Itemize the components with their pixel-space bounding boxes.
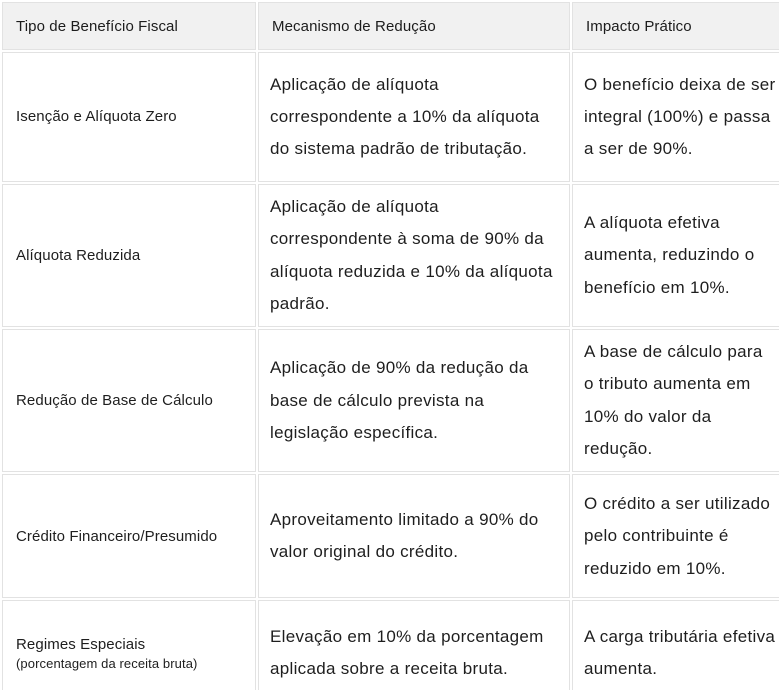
- cell-impacto: A carga tributária efetiva aumenta.: [572, 600, 779, 690]
- cell-tipo: Alíquota Reduzida: [2, 184, 256, 328]
- cell-impacto: A base de cálculo para o tributo aumenta…: [572, 329, 779, 473]
- header-mecanismo-reducao: Mecanismo de Redução: [258, 2, 570, 50]
- cell-tipo: Isenção e Alíquota Zero: [2, 52, 256, 182]
- cell-mecanismo: Aproveitamento limitado a 90% do valor o…: [258, 474, 570, 599]
- table-row-credito-financeiro: Crédito Financeiro/Presumido Aproveitame…: [2, 474, 779, 599]
- header-tipo-beneficio: Tipo de Benefício Fiscal: [2, 2, 256, 50]
- header-row: Tipo de Benefício Fiscal Mecanismo de Re…: [2, 2, 779, 50]
- table-row-reducao-base-calculo: Redução de Base de Cálculo Aplicação de …: [2, 329, 779, 473]
- table-row-aliquota-reduzida: Alíquota Reduzida Aplicação de alíquota …: [2, 184, 779, 328]
- cell-mecanismo: Elevação em 10% da porcentagem aplicada …: [258, 600, 570, 690]
- tipo-main-label: Regimes Especiais: [16, 635, 146, 653]
- cell-mecanismo: Aplicação de alíquota correspondente a 1…: [258, 52, 570, 182]
- cell-tipo: Regimes Especiais (porcentagem da receit…: [2, 600, 256, 690]
- tipo-sub-label: (porcentagem da receita bruta): [16, 656, 198, 672]
- cell-mecanismo: Aplicação de alíquota correspondente à s…: [258, 184, 570, 328]
- table-row-isencao-aliquota-zero: Isenção e Alíquota Zero Aplicação de alí…: [2, 52, 779, 182]
- cell-mecanismo: Aplicação de 90% da redução da base de c…: [258, 329, 570, 473]
- cell-tipo: Crédito Financeiro/Presumido: [2, 474, 256, 599]
- header-impacto-pratico: Impacto Prático: [572, 2, 779, 50]
- cell-impacto: A alíquota efetiva aumenta, reduzindo o …: [572, 184, 779, 328]
- cell-impacto: O benefício deixa de ser integral (100%)…: [572, 52, 779, 182]
- table-row-regimes-especiais: Regimes Especiais (porcentagem da receit…: [2, 600, 779, 690]
- cell-impacto: O crédito a ser utilizado pelo contribui…: [572, 474, 779, 599]
- cell-tipo: Redução de Base de Cálculo: [2, 329, 256, 473]
